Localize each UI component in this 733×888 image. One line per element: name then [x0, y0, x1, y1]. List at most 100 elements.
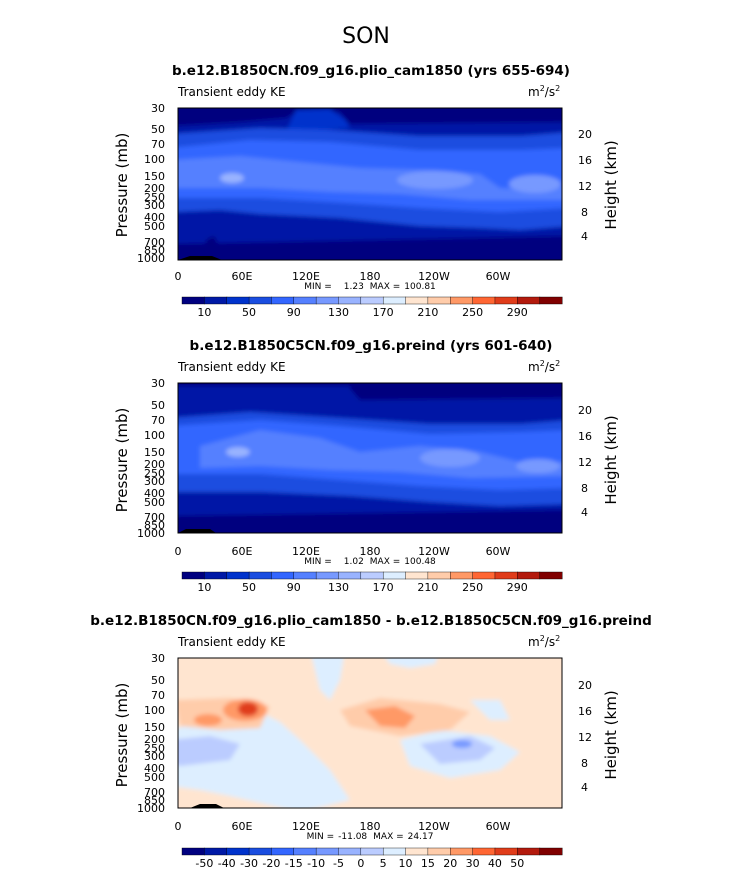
y-tick: 400: [144, 211, 165, 224]
y-tick: 250: [144, 742, 165, 755]
y-tick: 500: [144, 220, 165, 233]
colorbar-swatch: [382, 571, 407, 580]
x-tick: 60E: [232, 545, 253, 558]
x-tick: 60W: [486, 820, 511, 833]
colorbar-label: 20: [443, 857, 457, 870]
panel-3-units: m2/s2: [528, 634, 560, 649]
panel-2-stats: MIN = 1.02 MAX = 100.48: [304, 557, 436, 567]
y-tick: 200: [144, 733, 165, 746]
panel-1-stats: MIN = 1.23 MAX = 100.81: [304, 282, 436, 292]
y-tick: 150: [144, 721, 165, 734]
x-tick: 120E: [292, 545, 320, 558]
colorbar-label: 90: [287, 306, 301, 319]
colorbar-swatch: [271, 847, 295, 856]
colorbar-swatch: [338, 847, 362, 856]
colorbar-swatch: [427, 571, 451, 580]
panel-3-variable-label: Transient eddy KE: [177, 635, 286, 649]
x-tick: 120E: [292, 820, 320, 833]
panel-2-colorbar: 10 50 90 130 170 210 250 290: [181, 571, 563, 594]
x-tick: 180: [360, 820, 381, 833]
y2-tick: 20: [578, 404, 592, 417]
panel-3-x-ticks: 0 60E 120E 180 120W 60W: [175, 820, 511, 833]
panel-3-y2label: Height (km): [602, 690, 620, 779]
colorbar-label: 130: [328, 306, 349, 319]
panel-1-y-ticks: 30 50 70 100 150 200 250 300 400 500 700…: [137, 102, 165, 265]
panel-1-colorbar: 10 50 90 130 170 210 250 290: [181, 296, 563, 319]
colorbar-label: 250: [462, 581, 483, 594]
y-tick: 100: [144, 429, 165, 442]
panel-1-field: [178, 108, 562, 260]
colorbar-label: 170: [373, 581, 394, 594]
y-tick: 30: [151, 652, 165, 665]
colorbar-swatch: [517, 571, 541, 580]
colorbar-label: 10: [197, 581, 211, 594]
colorbar-label: 50: [510, 857, 524, 870]
y-tick: 200: [144, 182, 165, 195]
y-tick: 250: [144, 467, 165, 480]
colorbar-label: -10: [307, 857, 325, 870]
colorbar-swatch: [539, 571, 563, 580]
colorbar-label: -40: [218, 857, 236, 870]
panel-2-variable-label: Transient eddy KE: [177, 360, 286, 374]
y-tick: 300: [144, 199, 165, 212]
colorbar-label: 250: [462, 306, 483, 319]
colorbar-label: 5: [380, 857, 387, 870]
colorbar-swatch: [293, 571, 317, 580]
colorbar-swatch: [382, 296, 407, 305]
panel-2-x-ticks: 0 60E 120E 180 120W 60W: [175, 545, 511, 558]
colorbar-swatch: [539, 847, 563, 856]
colorbar-swatch: [405, 296, 429, 305]
y-tick: 500: [144, 771, 165, 784]
season-title: SON: [342, 24, 390, 49]
colorbar-label: -5: [333, 857, 344, 870]
panel-1-frame: [177, 107, 563, 261]
colorbar-swatch: [181, 847, 205, 856]
panel-2: b.e12.B1850C5CN.f09_g16.preind (yrs 601-…: [113, 338, 620, 594]
panel-1-y2label: Height (km): [602, 140, 620, 229]
panel-1: b.e12.B1850CN.f09_g16.plio_cam1850 (yrs …: [113, 63, 620, 319]
y-tick: 400: [144, 762, 165, 775]
panel-3-ylabel: Pressure (mb): [113, 683, 131, 788]
x-tick: 0: [175, 545, 182, 558]
x-tick: 60E: [232, 820, 253, 833]
colorbar-label: 130: [328, 581, 349, 594]
colorbar-label: 290: [507, 306, 528, 319]
y-tick: 150: [144, 170, 165, 183]
y-tick: 700: [144, 236, 165, 249]
colorbar-label: 0: [357, 857, 364, 870]
y2-tick: 4: [581, 506, 588, 519]
colorbar-swatch: [494, 571, 518, 580]
y-tick: 700: [144, 511, 165, 524]
panel-1-variable-label: Transient eddy KE: [177, 85, 286, 99]
colorbar-swatch: [248, 571, 272, 580]
x-tick: 180: [360, 545, 381, 558]
x-tick: 60W: [486, 270, 511, 283]
colorbar-swatch: [293, 847, 317, 856]
x-tick: 120E: [292, 270, 320, 283]
panel-2-y2-ticks: 20 16 12 8 4: [578, 404, 592, 519]
colorbar-swatch: [204, 847, 228, 856]
y2-tick: 12: [578, 456, 592, 469]
colorbar-swatch: [226, 571, 250, 580]
colorbar-swatch: [293, 296, 317, 305]
colorbar-swatch: [226, 296, 250, 305]
x-tick: 60W: [486, 545, 511, 558]
colorbar-label: -20: [262, 857, 280, 870]
y-tick: 850: [144, 794, 165, 807]
x-tick: 120W: [418, 270, 450, 283]
panel-1-title: b.e12.B1850CN.f09_g16.plio_cam1850 (yrs …: [172, 63, 570, 79]
y-tick: 100: [144, 704, 165, 717]
y-tick: 300: [144, 475, 165, 488]
colorbar-swatch: [360, 847, 384, 856]
y2-tick: 8: [581, 757, 588, 770]
y-tick: 70: [151, 414, 165, 427]
colorbar-swatch: [315, 296, 339, 305]
y-tick: 850: [144, 244, 165, 257]
panel-1-x-ticks: 0 60E 120E 180 120W 60W: [175, 270, 511, 283]
y-tick: 30: [151, 377, 165, 390]
y2-tick: 20: [578, 679, 592, 692]
colorbar-swatch: [494, 847, 518, 856]
x-tick: 120W: [418, 545, 450, 558]
panel-2-title: b.e12.B1850C5CN.f09_g16.preind (yrs 601-…: [190, 338, 553, 354]
